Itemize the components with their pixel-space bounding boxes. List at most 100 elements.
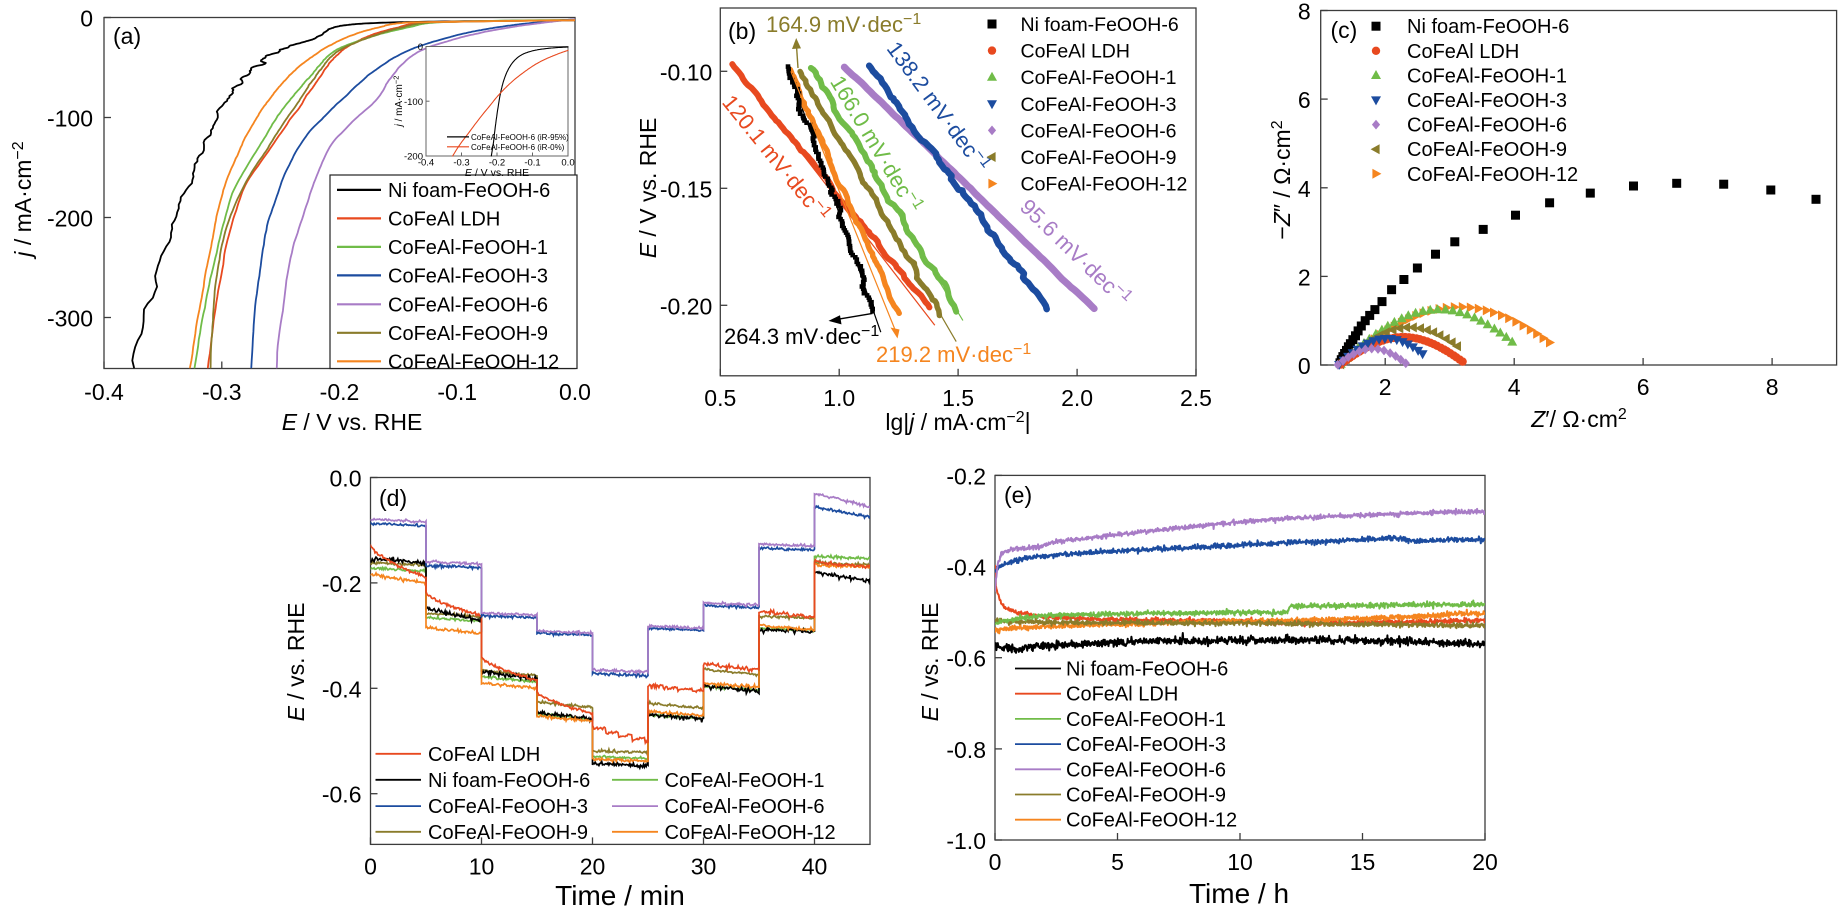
svg-text:CoFeAl-FeOOH-1: CoFeAl-FeOOH-1 [665,770,825,792]
svg-text:1.5: 1.5 [942,385,974,411]
svg-text:CoFeAl-FeOOH-12: CoFeAl-FeOOH-12 [388,351,559,373]
svg-text:E / V vs. RHE: E / V vs. RHE [282,409,423,435]
svg-text:6: 6 [1637,374,1650,400]
svg-text:0: 0 [1298,353,1311,379]
svg-text:10: 10 [469,853,495,879]
svg-text:0: 0 [418,42,423,53]
svg-text:-0.2: -0.2 [322,571,362,597]
svg-text:CoFeAl-FeOOH-12: CoFeAl-FeOOH-12 [1407,164,1578,186]
svg-text:-0.1: -0.1 [524,158,540,169]
svg-text:CoFeAl-FeOOH-1: CoFeAl-FeOOH-1 [388,237,548,259]
svg-text:0: 0 [364,853,377,879]
svg-text:-0.2: -0.2 [320,379,360,405]
svg-text:6: 6 [1298,87,1311,113]
svg-text:30: 30 [691,853,717,879]
svg-text:164.9 mV·dec−1: 164.9 mV·dec−1 [766,11,921,37]
svg-text:-0.1: -0.1 [437,379,477,405]
svg-text:−Z″ / Ω·cm2: −Z″ / Ω·cm2 [1269,120,1295,239]
svg-text:-100: -100 [404,97,423,108]
svg-text:j / mA·cm−2: j / mA·cm−2 [10,141,36,259]
svg-text:Time / min: Time / min [555,880,685,911]
svg-text:5: 5 [1111,849,1124,875]
svg-text:CoFeAl-FeOOH-12: CoFeAl-FeOOH-12 [665,822,836,844]
svg-text:CoFeAl-FeOOH-6: CoFeAl-FeOOH-6 [1407,115,1567,137]
svg-text:0.0: 0.0 [561,158,574,169]
svg-text:219.2 mV·dec−1: 219.2 mV·dec−1 [876,341,1031,367]
svg-text:Time / h: Time / h [1189,878,1289,909]
svg-text:-0.6: -0.6 [322,782,362,808]
svg-text:CoFeAl-FeOOH-6: CoFeAl-FeOOH-6 [665,796,825,818]
svg-text:-0.4: -0.4 [322,676,362,702]
svg-text:CoFeAl-FeOOH-9: CoFeAl-FeOOH-9 [1021,147,1177,169]
svg-text:0: 0 [989,849,1002,875]
svg-text:Ni foam-FeOOH-6: Ni foam-FeOOH-6 [428,770,590,792]
svg-text:E / V vs. RHE: E / V vs. RHE [465,167,529,179]
svg-text:CoFeAl-FeOOH-3: CoFeAl-FeOOH-3 [1407,90,1567,112]
svg-text:CoFeAl-FeOOH-3: CoFeAl-FeOOH-3 [1066,734,1226,756]
svg-text:-0.15: -0.15 [660,176,712,202]
svg-text:-0.3: -0.3 [202,379,242,405]
svg-text:CoFeAl-FeOOH-1: CoFeAl-FeOOH-1 [1407,65,1567,87]
svg-text:(e): (e) [1004,482,1032,508]
svg-text:CoFeAl-FeOOH-1: CoFeAl-FeOOH-1 [1066,709,1226,731]
svg-text:CoFeAl LDH: CoFeAl LDH [1021,41,1130,63]
svg-text:CoFeAl-FeOOH-3: CoFeAl-FeOOH-3 [1021,94,1177,116]
svg-text:Ni foam-FeOOH-6: Ni foam-FeOOH-6 [388,180,550,202]
svg-text:-100: -100 [47,106,93,132]
svg-text:CoFeAl-FeOOH-9: CoFeAl-FeOOH-9 [388,323,548,345]
svg-text:-1.0: -1.0 [946,828,986,854]
svg-text:-0.2: -0.2 [946,463,986,489]
svg-text:40: 40 [802,853,828,879]
svg-text:15: 15 [1350,849,1376,875]
svg-text:264.3 mV·dec−1: 264.3 mV·dec−1 [724,323,879,349]
svg-text:2.5: 2.5 [1180,385,1212,411]
svg-text:-200: -200 [47,206,93,232]
svg-text:CoFeAl-FeOOH-6: CoFeAl-FeOOH-6 [388,294,548,316]
svg-text:0.0: 0.0 [559,379,591,405]
svg-text:CoFeAl-FeOOH-9: CoFeAl-FeOOH-9 [1066,785,1226,807]
svg-text:(c): (c) [1331,17,1358,43]
svg-text:2.0: 2.0 [1061,385,1093,411]
svg-text:(b): (b) [728,18,756,44]
svg-text:4: 4 [1298,176,1311,202]
svg-text:-0.3: -0.3 [453,158,469,169]
svg-text:E / V vs. RHE: E / V vs. RHE [635,118,661,259]
svg-text:CoFeAl LDH: CoFeAl LDH [1066,684,1178,706]
svg-text:Z′/ Ω·cm2: Z′/ Ω·cm2 [1530,406,1627,432]
svg-text:CoFeAl-FeOOH-9: CoFeAl-FeOOH-9 [428,822,588,844]
svg-text:CoFeAl-FeOOH-6: CoFeAl-FeOOH-6 [1066,759,1226,781]
svg-text:-0.8: -0.8 [946,737,986,763]
svg-text:(d): (d) [379,485,407,511]
svg-text:CoFeAl LDH: CoFeAl LDH [428,744,540,766]
svg-text:-0.4: -0.4 [418,158,434,169]
svg-text:-0.2: -0.2 [489,158,505,169]
svg-text:8: 8 [1766,374,1779,400]
svg-text:8: 8 [1298,0,1311,25]
svg-text:CoFeAl-FeOOH-12: CoFeAl-FeOOH-12 [1066,810,1237,832]
svg-text:2: 2 [1298,264,1311,290]
svg-text:-0.4: -0.4 [946,555,986,581]
svg-text:CoFeAl-FeOOH-3: CoFeAl-FeOOH-3 [428,796,588,818]
svg-text:CoFeAl-FeOOH-1: CoFeAl-FeOOH-1 [1021,67,1177,89]
svg-text:Ni foam-FeOOH-6: Ni foam-FeOOH-6 [1066,659,1228,681]
svg-text:CoFeAl-FeOOH-12: CoFeAl-FeOOH-12 [1021,174,1188,196]
svg-text:CoFeAl LDH: CoFeAl LDH [388,208,500,230]
svg-text:Ni foam-FeOOH-6: Ni foam-FeOOH-6 [1407,16,1569,38]
svg-text:-300: -300 [47,306,93,332]
svg-text:Ni foam-FeOOH-6: Ni foam-FeOOH-6 [1021,14,1179,36]
svg-text:0.5: 0.5 [704,385,736,411]
svg-text:CoFeAl-FeOOH-6 (iR-95%): CoFeAl-FeOOH-6 (iR-95%) [471,133,569,142]
svg-text:4: 4 [1508,374,1521,400]
svg-text:E / vs. RHE: E / vs. RHE [283,603,309,722]
svg-text:-0.10: -0.10 [660,59,712,85]
svg-text:CoFeAl-FeOOH-6 (iR-0%): CoFeAl-FeOOH-6 (iR-0%) [471,143,565,152]
svg-text:CoFeAl-FeOOH-9: CoFeAl-FeOOH-9 [1407,139,1567,161]
svg-text:0: 0 [80,6,93,32]
svg-text:CoFeAl LDH: CoFeAl LDH [1407,41,1519,63]
svg-text:10: 10 [1227,849,1253,875]
svg-text:20: 20 [580,853,606,879]
svg-text:j / mA·cm−2: j / mA·cm−2 [392,76,406,129]
svg-text:E / vs. RHE: E / vs. RHE [917,603,943,722]
svg-text:-0.6: -0.6 [946,646,986,672]
svg-text:(a): (a) [113,23,141,49]
